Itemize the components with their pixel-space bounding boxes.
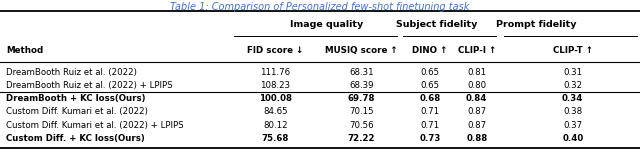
Text: 0.34: 0.34 bbox=[562, 94, 584, 103]
Text: 75.68: 75.68 bbox=[262, 134, 289, 143]
Text: 0.87: 0.87 bbox=[467, 121, 486, 130]
Text: 0.32: 0.32 bbox=[563, 81, 582, 90]
Text: 70.15: 70.15 bbox=[349, 107, 374, 116]
Text: DreamBooth Ruiz et al. (2022) + LPIPS: DreamBooth Ruiz et al. (2022) + LPIPS bbox=[6, 81, 173, 90]
Text: 111.76: 111.76 bbox=[260, 68, 291, 77]
Text: 108.23: 108.23 bbox=[260, 81, 291, 90]
Text: 72.22: 72.22 bbox=[348, 134, 375, 143]
Text: Custom Diff. Kumari et al. (2022): Custom Diff. Kumari et al. (2022) bbox=[6, 107, 148, 116]
Text: 68.31: 68.31 bbox=[349, 68, 374, 77]
Text: CLIP-T ↑: CLIP-T ↑ bbox=[553, 46, 593, 55]
Text: Subject fidelity: Subject fidelity bbox=[396, 20, 478, 29]
Text: 0.65: 0.65 bbox=[420, 68, 440, 77]
Text: 100.08: 100.08 bbox=[259, 94, 292, 103]
Text: 0.88: 0.88 bbox=[466, 134, 488, 143]
Text: DINO ↑: DINO ↑ bbox=[412, 46, 448, 55]
Text: 84.65: 84.65 bbox=[263, 107, 287, 116]
Text: 0.87: 0.87 bbox=[467, 107, 486, 116]
Text: Image quality: Image quality bbox=[290, 20, 363, 29]
Text: 0.71: 0.71 bbox=[420, 107, 440, 116]
Text: 68.39: 68.39 bbox=[349, 81, 374, 90]
Text: 0.73: 0.73 bbox=[419, 134, 441, 143]
Text: Custom Diff. + KC loss(Ours): Custom Diff. + KC loss(Ours) bbox=[6, 134, 145, 143]
Text: Prompt fidelity: Prompt fidelity bbox=[496, 20, 577, 29]
Text: CLIP-I ↑: CLIP-I ↑ bbox=[458, 46, 496, 55]
Text: FID score ↓: FID score ↓ bbox=[247, 46, 303, 55]
Text: 0.71: 0.71 bbox=[420, 121, 440, 130]
Text: 80.12: 80.12 bbox=[263, 121, 287, 130]
Text: 0.31: 0.31 bbox=[563, 68, 582, 77]
Text: 0.37: 0.37 bbox=[563, 121, 582, 130]
Text: 0.68: 0.68 bbox=[419, 94, 441, 103]
Text: Method: Method bbox=[6, 46, 44, 55]
Text: 0.65: 0.65 bbox=[420, 81, 440, 90]
Text: Table 1: Comparison of Personalized few-shot finetuning task: Table 1: Comparison of Personalized few-… bbox=[170, 2, 470, 12]
Text: 0.40: 0.40 bbox=[562, 134, 584, 143]
Text: 0.38: 0.38 bbox=[563, 107, 582, 116]
Text: 0.80: 0.80 bbox=[467, 81, 486, 90]
Text: DreamBooth Ruiz et al. (2022): DreamBooth Ruiz et al. (2022) bbox=[6, 68, 137, 77]
Text: DreamBooth + KC loss(Ours): DreamBooth + KC loss(Ours) bbox=[6, 94, 146, 103]
Text: MUSIQ score ↑: MUSIQ score ↑ bbox=[325, 46, 398, 55]
Text: 69.78: 69.78 bbox=[348, 94, 375, 103]
Text: Custom Diff. Kumari et al. (2022) + LPIPS: Custom Diff. Kumari et al. (2022) + LPIP… bbox=[6, 121, 184, 130]
Text: 0.81: 0.81 bbox=[467, 68, 486, 77]
Text: 0.84: 0.84 bbox=[466, 94, 488, 103]
Text: 70.56: 70.56 bbox=[349, 121, 374, 130]
